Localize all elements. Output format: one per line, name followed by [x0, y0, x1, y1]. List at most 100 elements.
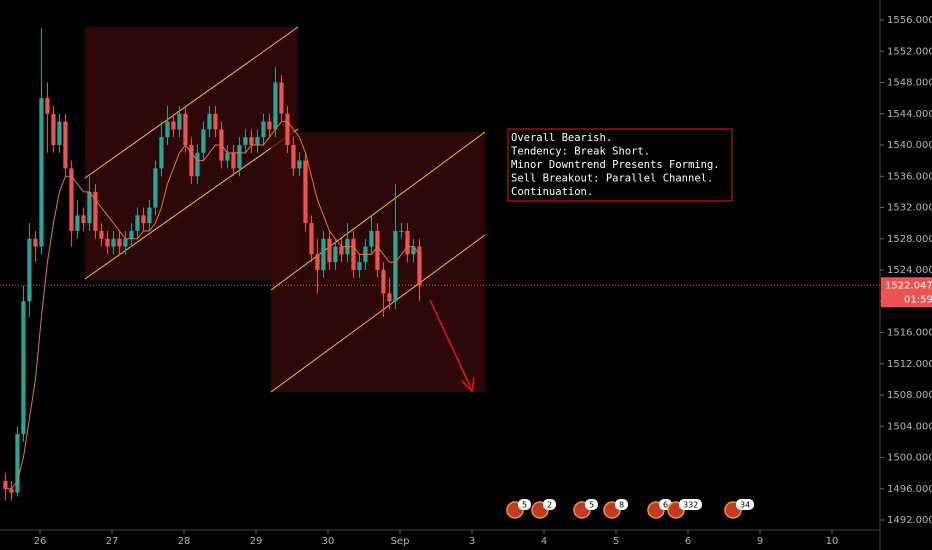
y-tick-label: 1528.000: [887, 234, 932, 245]
event-count: 34: [740, 501, 750, 510]
y-tick-label: 1544.000: [887, 109, 932, 120]
candle-body: [57, 121, 62, 145]
candle-body: [3, 480, 8, 489]
candle-body: [249, 137, 254, 145]
candle-body: [399, 230, 404, 232]
x-tick-label: Sep: [391, 536, 410, 547]
candle-body: [183, 113, 188, 145]
event-bubble: [585, 499, 598, 510]
candle-body: [117, 238, 122, 247]
arrow: [429, 299, 472, 389]
x-tick-label: 5: [613, 536, 619, 547]
candle-body: [51, 113, 56, 145]
y-tick-label: 1552.000: [887, 46, 932, 57]
event-bubble: [736, 499, 754, 510]
annotation-line: Tendency: Break Short.: [511, 146, 650, 158]
candle-body: [69, 168, 74, 231]
x-tick-label: 4: [541, 536, 547, 547]
candle-body: [213, 113, 218, 130]
event-bubble: [679, 499, 702, 510]
candle-body: [225, 152, 230, 161]
candle-body: [255, 137, 260, 145]
candle-body: [135, 215, 140, 231]
candle-body: [375, 230, 380, 270]
event-count: 8: [619, 501, 624, 510]
candle-body: [99, 230, 104, 239]
x-tick-label: 6: [685, 536, 691, 547]
candle-body: [159, 137, 164, 169]
price-label-bg: [881, 277, 932, 308]
channel-line: [84, 26, 299, 179]
y-tick-label: 1540.000: [887, 140, 932, 151]
candle-body: [105, 238, 110, 247]
price-label: 1522.047: [885, 280, 932, 291]
candle-body: [9, 488, 14, 493]
channel-line: [84, 128, 299, 280]
candle-body: [273, 82, 278, 130]
candle-body: [279, 82, 284, 114]
candle-body: [93, 191, 98, 231]
y-tick-label: 1500.000: [887, 453, 932, 464]
event-count: 5: [589, 501, 594, 510]
y-tick-label: 1492.000: [887, 515, 932, 526]
event-count: 6: [663, 501, 668, 510]
candle-body: [351, 238, 356, 270]
candle-body: [381, 270, 386, 294]
candle-body: [405, 230, 410, 255]
candle-body: [291, 145, 296, 169]
candle-body: [87, 191, 92, 224]
candle-body: [411, 246, 416, 255]
annotation-line: Overall Bearish.: [511, 132, 612, 144]
candle-body: [27, 238, 32, 302]
candle-body: [267, 121, 272, 130]
x-tick-label: 27: [106, 536, 119, 547]
candle-body: [123, 238, 128, 247]
moving-average: [5, 121, 420, 490]
candle-body: [417, 246, 422, 286]
candle-body: [309, 223, 314, 255]
candle-body: [153, 168, 158, 208]
candle-body: [195, 152, 200, 177]
candle-body: [243, 137, 248, 145]
candle-body: [21, 301, 26, 435]
candle-body: [81, 215, 86, 224]
x-tick-label: 30: [322, 536, 335, 547]
candle-body: [141, 215, 146, 224]
x-tick-label: 10: [826, 536, 839, 547]
x-tick-label: 28: [178, 536, 191, 547]
x-tick-label: 9: [757, 536, 763, 547]
event-count: 2: [547, 501, 552, 510]
event-bubble: [518, 499, 531, 510]
candle-body: [369, 230, 374, 247]
plot: [3, 27, 422, 501]
candle-body: [75, 215, 80, 231]
y-tick-label: 1508.000: [887, 390, 932, 401]
candle-body: [165, 121, 170, 138]
price-axis: [880, 0, 932, 550]
y-tick-label: 1536.000: [887, 171, 932, 182]
candle-body: [297, 160, 302, 169]
candle-body: [177, 113, 182, 130]
candle-body: [285, 113, 290, 145]
candle-body: [393, 230, 398, 302]
channel-line: [270, 234, 486, 393]
x-tick-label: 26: [34, 536, 47, 547]
annotation-box: [507, 128, 733, 202]
candle-body: [201, 129, 206, 153]
candle-body: [15, 434, 20, 493]
candle-body: [357, 262, 362, 270]
x-tick-label: 3: [469, 536, 475, 547]
candle-body: [39, 98, 44, 247]
y-tick-label: 1504.000: [887, 421, 932, 432]
y-tick-label: 1516.000: [887, 328, 932, 339]
y-tick-label: 1556.000: [887, 15, 932, 26]
candle-body: [189, 145, 194, 177]
y-tick-label: 1496.000: [887, 484, 932, 495]
y-tick-label: 1532.000: [887, 203, 932, 214]
candle-body: [33, 238, 38, 247]
annotation-line: Continuation.: [511, 186, 593, 198]
candle-body: [207, 113, 212, 130]
channel-line: [270, 131, 486, 291]
